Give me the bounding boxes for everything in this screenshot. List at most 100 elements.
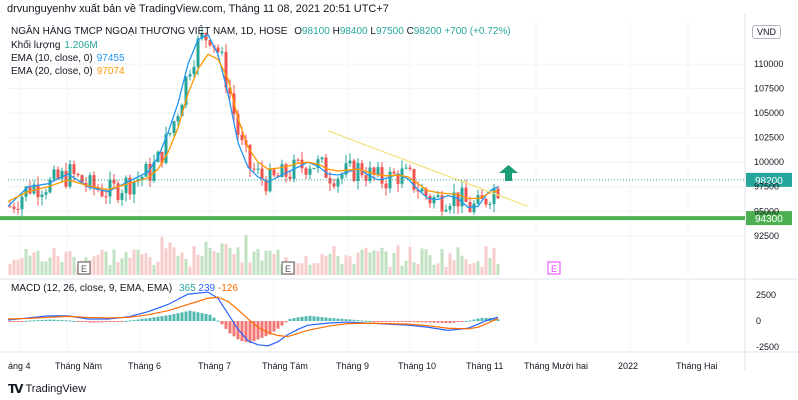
- candle-body: [116, 183, 120, 200]
- volume-bar: [344, 255, 348, 275]
- macd-histogram-bar: [112, 321, 116, 323]
- macd-histogram-bar: [172, 314, 176, 322]
- candle-body: [404, 167, 408, 169]
- volume-bar: [260, 260, 264, 275]
- volume-bar: [424, 249, 428, 275]
- macd-histogram-bar: [404, 321, 408, 323]
- earnings-marker-label: E: [285, 264, 291, 274]
- candle-body: [180, 104, 184, 117]
- volume-bar: [16, 259, 20, 275]
- macd-histogram-bar: [28, 320, 32, 322]
- candle-body: [168, 132, 172, 135]
- axes: 92500 95000 97500 100000 102500 105000 107500 1…: [8, 59, 784, 371]
- candle-body: [280, 164, 284, 178]
- macd-pane: [7, 291, 500, 347]
- volume-bar: [352, 264, 356, 275]
- candle-body: [104, 196, 108, 198]
- volume-bar: [488, 258, 492, 275]
- macd-histogram-bar: [180, 312, 184, 322]
- candle-body: [216, 47, 220, 52]
- macd-histogram-bar: [12, 321, 16, 323]
- volume-bar: [92, 256, 96, 275]
- volume-bar: [100, 249, 104, 275]
- volume-bar: [492, 247, 496, 275]
- candle-body: [384, 183, 388, 189]
- candle-body: [184, 76, 188, 105]
- legend-symbol[interactable]: NGÂN HÀNG TMCP NGOẠI THƯƠNG VIỆT NAM, 1D…: [11, 26, 511, 37]
- volume-bar: [200, 255, 204, 275]
- macd-histogram-bar: [24, 320, 28, 322]
- macd-histogram-bar: [44, 319, 48, 322]
- macd-histogram-bar: [284, 321, 288, 323]
- volume-bar: [432, 264, 436, 275]
- volume-bar: [256, 249, 260, 275]
- macd-histogram-bar: [300, 316, 304, 322]
- volume-bar: [152, 265, 156, 275]
- macd-histogram-bar: [476, 318, 480, 322]
- macd-histogram-bar: [120, 321, 124, 323]
- macd-histogram-bar: [484, 317, 488, 322]
- time-tick-label: Tháng 9: [336, 361, 369, 371]
- volume-bar: [444, 266, 448, 275]
- candle-body: [28, 186, 32, 194]
- macd-histogram-bar: [188, 310, 192, 322]
- candle-body: [416, 189, 420, 192]
- candle-body: [52, 169, 56, 180]
- candle-body: [308, 168, 312, 175]
- volume-bar: [408, 246, 412, 275]
- currency-badge[interactable]: VND: [752, 25, 782, 39]
- volume-bar: [56, 256, 60, 275]
- candle-body: [440, 195, 444, 212]
- volume-bar: [44, 261, 48, 275]
- volume-bar: [60, 262, 64, 275]
- volume-bar: [32, 252, 36, 275]
- candle-body: [452, 192, 456, 207]
- macd-histogram-bar: [104, 321, 108, 323]
- macd-histogram-bar: [152, 317, 156, 322]
- ema10-line: [7, 33, 499, 209]
- candle-body: [228, 87, 232, 94]
- macd-histogram-bar: [376, 321, 380, 323]
- candle-body: [220, 51, 224, 53]
- volume-bar: [376, 251, 380, 275]
- macd-histogram-bar: [192, 311, 196, 322]
- macd-histogram-bar: [164, 315, 168, 322]
- macd-histogram-bar: [412, 321, 416, 323]
- legend-volume[interactable]: Khối lượng 1.206M: [11, 40, 98, 51]
- footer-brand[interactable]: 𝗧𝗩 TradingView: [8, 382, 86, 396]
- volume-bar: [412, 262, 416, 275]
- price-tick-label: 92500: [754, 231, 779, 241]
- candle-body: [144, 163, 148, 177]
- candle-body: [56, 169, 60, 179]
- macd-histogram-bar: [232, 321, 236, 337]
- macd-histogram-bar: [308, 315, 312, 322]
- candle-body: [360, 163, 364, 176]
- volume-bar: [472, 263, 476, 275]
- volume-bar: [244, 234, 248, 275]
- volume-bar: [372, 250, 376, 275]
- candle-body: [200, 33, 204, 39]
- volume-bar: [296, 263, 300, 275]
- macd-signal-line: [7, 296, 499, 338]
- macd-histogram-bar: [128, 320, 132, 322]
- macd-line-value: 239: [198, 283, 216, 294]
- legend-ema20[interactable]: EMA (20, close, 0) 97074: [11, 66, 125, 77]
- volume-bar: [104, 251, 108, 275]
- candle-body: [312, 168, 316, 170]
- macd-histogram-bar: [48, 319, 52, 322]
- legend-ema10[interactable]: EMA (10, close, 0) 97455: [11, 53, 125, 64]
- volume-bar: [112, 249, 116, 275]
- macd-histogram-bar: [32, 320, 36, 322]
- ema20-line: [7, 53, 499, 203]
- candle-body: [248, 144, 252, 169]
- macd-histogram-bar: [76, 321, 80, 323]
- volume-bar: [24, 249, 28, 275]
- ohlc-open-label: O: [294, 26, 302, 37]
- candle-body: [92, 175, 96, 188]
- ohlc-close-label: C: [406, 26, 414, 37]
- candle-body: [36, 184, 40, 198]
- legend-macd[interactable]: MACD (12, 26, close, 9, EMA, EMA) 365 23…: [11, 283, 238, 294]
- macd-histogram-bar: [20, 321, 24, 323]
- last-price-badge: [746, 172, 792, 187]
